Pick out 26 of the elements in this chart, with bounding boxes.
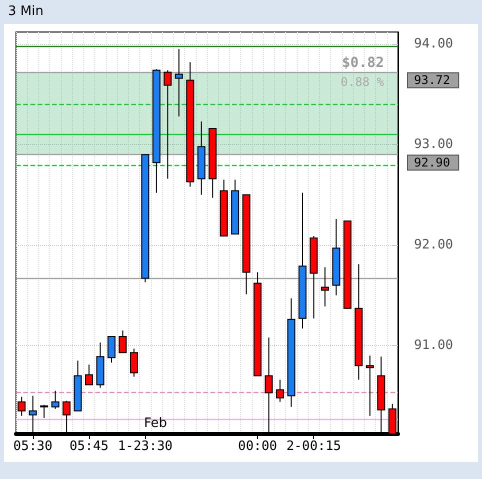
y-tick-label: 93.00	[414, 137, 454, 152]
x-tick-label: 05:30	[13, 439, 52, 454]
annotation: 0.88 %	[340, 75, 385, 89]
annotation: Feb	[144, 416, 168, 431]
candlestick	[164, 70, 172, 180]
candlestick	[108, 336, 116, 364]
y-tick-label: 94.00	[414, 36, 454, 52]
annotation: $0.82	[342, 55, 384, 71]
ref-line-label: 93.72	[414, 73, 450, 88]
y-tick-label: 92.00	[414, 238, 454, 253]
y-tick-label: 91.00	[414, 338, 454, 354]
chart-title: 3 Min	[8, 4, 44, 21]
candlestick	[320, 266, 329, 307]
candlestick	[51, 390, 60, 410]
candlestick	[130, 348, 138, 378]
x-tick-label: 2-00:15	[286, 439, 342, 454]
candlestick	[85, 364, 94, 386]
candlestick	[366, 355, 374, 416]
ref-line-label: 92.90	[414, 156, 450, 170]
candlestick	[276, 379, 284, 402]
candlestick	[118, 330, 127, 354]
candlestick	[40, 404, 48, 418]
x-tick-label: 05:45	[69, 439, 109, 454]
x-tick-label: 1-23:30	[118, 439, 173, 454]
x-tick-label: 00:00	[238, 439, 278, 454]
candlestick	[174, 48, 183, 117]
